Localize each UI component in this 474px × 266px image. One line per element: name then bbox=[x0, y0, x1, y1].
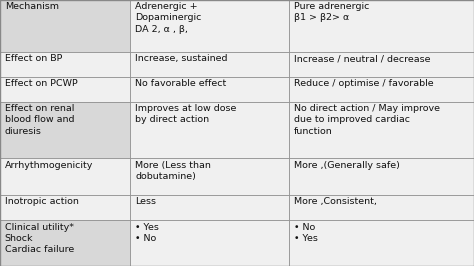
Text: Mechanism: Mechanism bbox=[5, 2, 59, 11]
Bar bbox=[130, 158, 289, 195]
Text: No direct action / May improve
due to improved cardiac
function: No direct action / May improve due to im… bbox=[294, 104, 440, 136]
Bar bbox=[289, 220, 474, 266]
Text: • No
• Yes: • No • Yes bbox=[294, 223, 318, 243]
Bar bbox=[130, 77, 289, 102]
Bar bbox=[289, 158, 474, 195]
Text: Effect on PCWP: Effect on PCWP bbox=[5, 79, 77, 88]
Text: More (Less than
dobutamine): More (Less than dobutamine) bbox=[135, 160, 211, 181]
Bar bbox=[289, 0, 474, 52]
Bar bbox=[0, 195, 130, 220]
Bar bbox=[289, 77, 474, 102]
Bar bbox=[130, 102, 289, 158]
Text: Effect on BP: Effect on BP bbox=[5, 54, 62, 63]
Text: Less: Less bbox=[135, 197, 156, 206]
Bar bbox=[130, 220, 289, 266]
Text: Clinical utility*
Shock
Cardiac failure: Clinical utility* Shock Cardiac failure bbox=[5, 223, 74, 254]
Bar bbox=[0, 220, 130, 266]
Bar bbox=[130, 0, 289, 52]
Text: Inotropic action: Inotropic action bbox=[5, 197, 79, 206]
Text: Arrhythmogenicity: Arrhythmogenicity bbox=[5, 160, 93, 169]
Text: Adrenergic +
Dopaminergic
DA 2, α , β,: Adrenergic + Dopaminergic DA 2, α , β, bbox=[135, 2, 201, 34]
Text: Improves at low dose
by direct action: Improves at low dose by direct action bbox=[135, 104, 237, 124]
Text: Reduce / optimise / favorable: Reduce / optimise / favorable bbox=[294, 79, 434, 88]
Bar bbox=[0, 77, 130, 102]
Text: • Yes
• No: • Yes • No bbox=[135, 223, 159, 243]
Text: Increase / neutral / decrease: Increase / neutral / decrease bbox=[294, 54, 430, 63]
Bar bbox=[0, 0, 130, 52]
Text: More ,Consistent,: More ,Consistent, bbox=[294, 197, 377, 206]
Text: Pure adrenergic
β1 > β2> α: Pure adrenergic β1 > β2> α bbox=[294, 2, 369, 23]
Text: No favorable effect: No favorable effect bbox=[135, 79, 227, 88]
Text: Effect on renal
blood flow and
diuresis: Effect on renal blood flow and diuresis bbox=[5, 104, 74, 136]
Bar bbox=[130, 195, 289, 220]
Bar bbox=[130, 52, 289, 77]
Text: More ,(Generally safe): More ,(Generally safe) bbox=[294, 160, 400, 169]
Bar bbox=[289, 52, 474, 77]
Bar bbox=[289, 195, 474, 220]
Bar bbox=[289, 102, 474, 158]
Bar bbox=[0, 52, 130, 77]
Text: Increase, sustained: Increase, sustained bbox=[135, 54, 228, 63]
Bar bbox=[0, 158, 130, 195]
Bar bbox=[0, 102, 130, 158]
